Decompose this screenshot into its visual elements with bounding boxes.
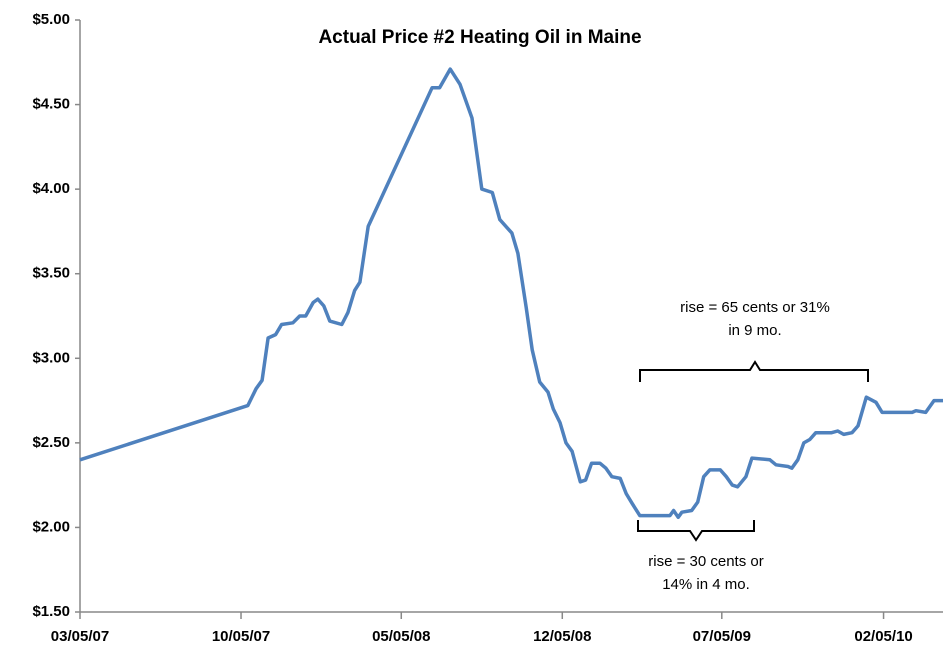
y-tick-label: $4.00: [32, 180, 70, 197]
y-tick-label: $3.50: [32, 265, 70, 282]
y-tick-label: $2.00: [32, 518, 70, 535]
price-line: [79, 67, 943, 520]
x-tick-label: 12/05/08: [533, 628, 591, 645]
annotation: in 9 mo.: [728, 322, 781, 339]
chart-title: Actual Price #2 Heating Oil in Maine: [318, 27, 641, 48]
bracket: [639, 360, 869, 382]
x-tick-label: 10/05/07: [212, 628, 270, 645]
x-tick-label: 05/05/08: [372, 628, 430, 645]
x-tick-label: 02/05/10: [854, 628, 912, 645]
bracket: [637, 520, 755, 542]
y-tick-label: $5.00: [32, 11, 70, 28]
x-tick-label: 03/05/07: [51, 628, 109, 645]
annotation: 14% in 4 mo.: [662, 576, 750, 593]
x-tick-label: 07/05/09: [693, 628, 751, 645]
annotation: rise = 30 cents or: [648, 553, 763, 570]
annotation: rise = 65 cents or 31%: [680, 299, 830, 316]
y-tick-label: $1.50: [32, 603, 70, 620]
y-tick-label: $4.50: [32, 96, 70, 113]
y-tick-label: $3.00: [32, 349, 70, 366]
y-tick-label: $2.50: [32, 434, 70, 451]
